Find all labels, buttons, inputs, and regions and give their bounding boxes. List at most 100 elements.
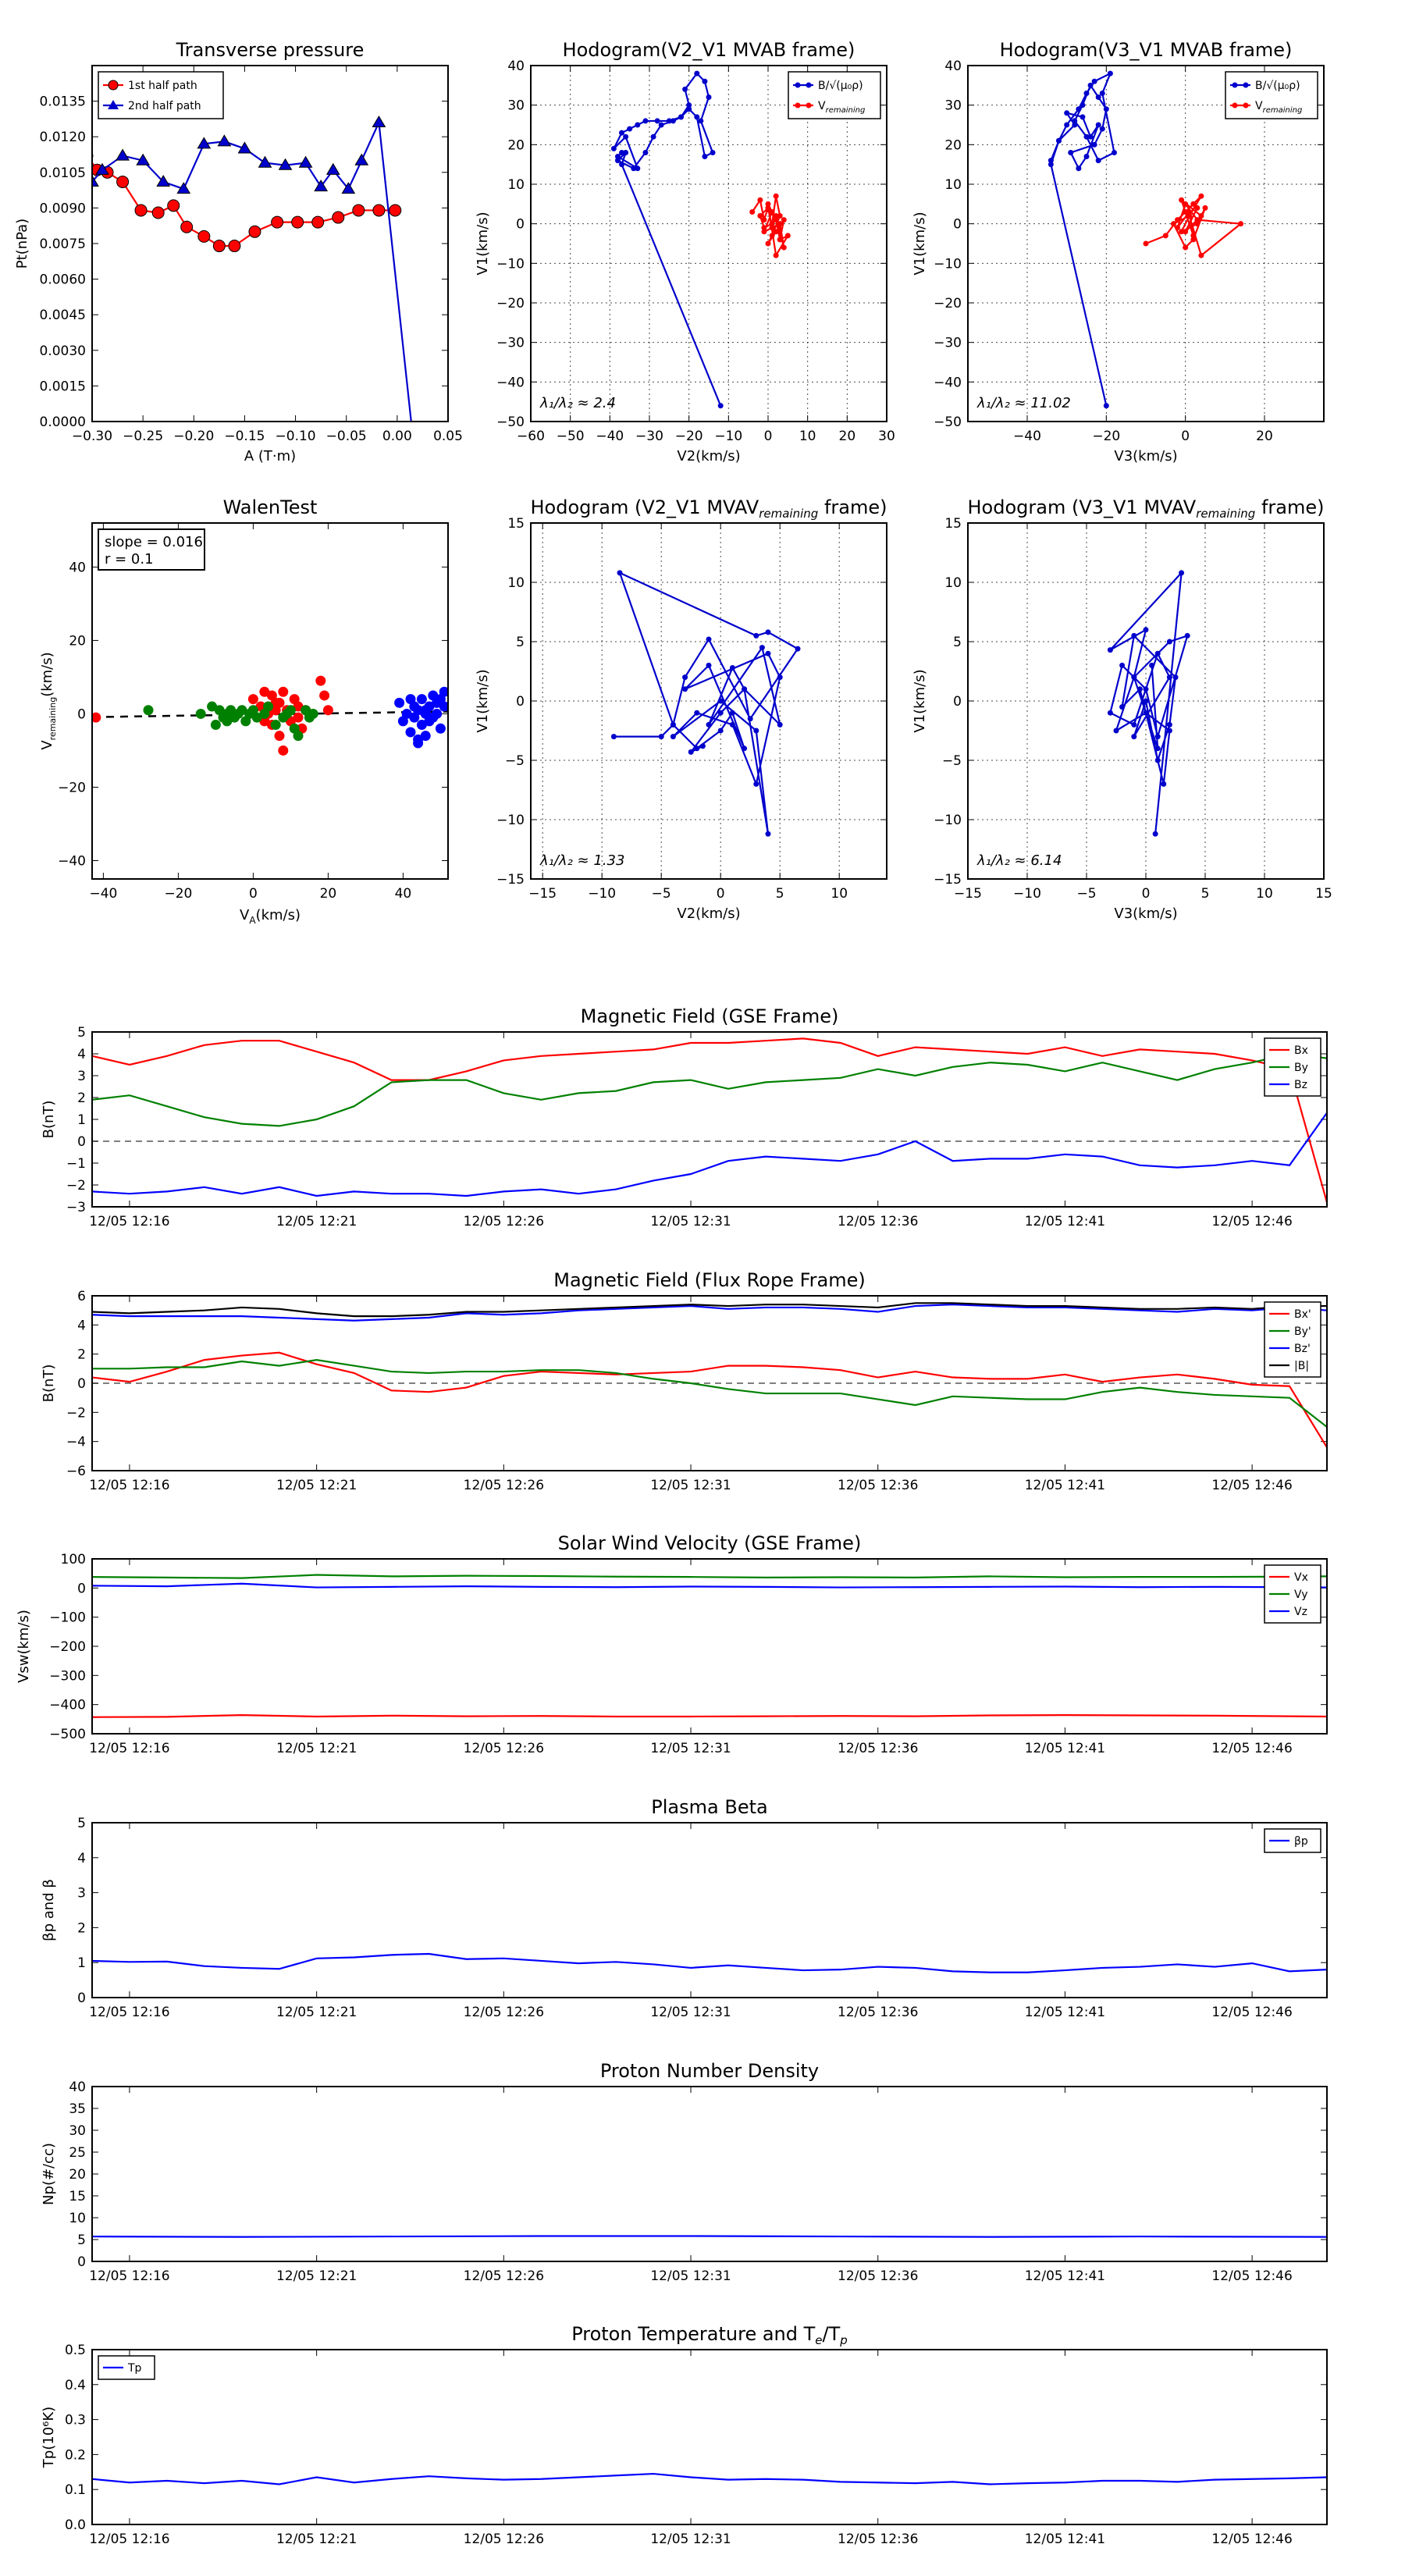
data-point <box>315 675 326 686</box>
chart-title: Solar Wind Velocity (GSE Frame) <box>558 1532 862 1554</box>
x-tick-label: 12/05 12:21 <box>276 1478 357 1493</box>
x-tick-label: −15 <box>954 886 982 902</box>
data-point <box>413 734 424 745</box>
x-axis-label: V2(km/s) <box>677 448 740 464</box>
data-point <box>761 225 767 231</box>
data-point <box>1183 229 1189 235</box>
y-tick-label: 2 <box>77 1347 86 1363</box>
series-vz <box>92 1582 1327 1589</box>
y-tick-label: −40 <box>496 375 525 390</box>
series-by- <box>92 1359 1327 1428</box>
y-axis-label: Tp(10⁶K) <box>41 2407 57 2468</box>
x-tick-label: −0.30 <box>72 429 112 444</box>
data-point <box>642 118 649 124</box>
data-point <box>635 122 641 128</box>
data-point <box>248 225 261 238</box>
data-point <box>197 229 211 243</box>
data-point <box>217 134 232 147</box>
data-point <box>1143 627 1149 633</box>
y-tick-label: 0 <box>77 1134 86 1150</box>
data-point <box>1080 114 1086 120</box>
data-point <box>706 662 712 668</box>
x-tick-label: 12/05 12:46 <box>1211 1478 1292 1493</box>
y-tick-label: 0.0120 <box>40 130 86 145</box>
data-point <box>777 213 783 219</box>
data-point <box>678 114 685 120</box>
plot-frame <box>530 65 887 422</box>
data-point <box>1131 734 1137 740</box>
x-tick-label: 12/05 12:26 <box>464 1214 544 1229</box>
data-point <box>686 106 692 112</box>
legend-label: Vz <box>1294 1606 1307 1618</box>
x-tick-label: −50 <box>557 429 585 444</box>
x-tick-label: 12/05 12:41 <box>1025 2005 1105 2020</box>
chart-title: Magnetic Field (GSE Frame) <box>581 1005 839 1027</box>
data-point <box>619 130 625 136</box>
legend-box <box>788 71 881 119</box>
y-tick-label: −200 <box>49 1639 86 1655</box>
x-tick-label: 12/05 12:21 <box>276 2532 357 2547</box>
x-tick-label: 12/05 12:16 <box>89 2005 169 2020</box>
y-tick-label: 0.2 <box>65 2447 86 2463</box>
legend-label: B/√(μ₀ρ) <box>1255 80 1300 92</box>
data-point <box>694 745 700 752</box>
data-point <box>278 686 289 697</box>
legend-label: βp <box>1294 1835 1308 1848</box>
y-axis-label: Np(#/cc) <box>41 2143 57 2205</box>
y-tick-label: 0.0075 <box>40 237 86 252</box>
data-point <box>251 712 262 723</box>
x-tick-label: 12/05 12:46 <box>1211 1741 1292 1756</box>
data-point <box>1154 745 1161 752</box>
data-point <box>769 221 775 227</box>
y-tick-label: −10 <box>934 813 962 828</box>
x-tick-label: 12/05 12:21 <box>276 1741 357 1756</box>
data-point <box>278 158 293 170</box>
data-point <box>1103 403 1109 409</box>
data-point <box>784 233 791 239</box>
plot-frame <box>91 2086 1328 2262</box>
data-point <box>1186 208 1193 215</box>
data-point <box>753 632 759 639</box>
data-point <box>627 126 633 132</box>
data-point <box>1119 704 1126 710</box>
x-tick-label: 12/05 12:41 <box>1025 1478 1105 1493</box>
data-point <box>1154 734 1161 740</box>
legend-label: Vremaining <box>818 100 865 115</box>
legend-label: By' <box>1294 1325 1311 1338</box>
y-tick-label: 0.0135 <box>40 94 86 110</box>
y-tick-label: 10 <box>944 177 962 193</box>
data-point <box>372 204 386 217</box>
data-point <box>1111 149 1117 155</box>
data-point <box>136 153 151 165</box>
y-axis-label: βp and β <box>41 1879 57 1941</box>
data-point <box>1143 686 1149 692</box>
legend-label: Vx <box>1294 1571 1308 1584</box>
data-point <box>773 252 779 258</box>
data-point <box>207 701 218 712</box>
y-tick-label: 10 <box>507 177 525 193</box>
chart-title: Proton Number Density <box>600 2060 819 2082</box>
data-point <box>432 708 443 719</box>
series-line <box>92 161 396 247</box>
y-tick-label: 4 <box>77 1851 86 1866</box>
x-tick-label: 12/05 12:21 <box>276 2005 357 2020</box>
series-0 <box>1107 570 1190 837</box>
x-tick-label: 0.00 <box>382 429 412 444</box>
plot-frame <box>967 522 1325 880</box>
series-line <box>92 1574 1327 1579</box>
x-tick-label: 30 <box>878 429 895 444</box>
y-tick-label: −4 <box>66 1435 86 1450</box>
data-point <box>706 94 712 101</box>
data-point <box>682 86 688 92</box>
y-tick-label: 20 <box>507 137 525 153</box>
x-tick-label: −15 <box>528 886 557 902</box>
data-point <box>354 153 369 165</box>
data-point <box>1072 122 1078 128</box>
plot-frame <box>967 65 1325 422</box>
y-tick-label: 25 <box>69 2145 86 2161</box>
x-tick-label: −10 <box>1013 886 1041 902</box>
data-point <box>699 743 706 749</box>
series-line <box>92 1037 1327 1203</box>
y-tick-label: 4 <box>77 1318 86 1333</box>
y-axis-label: B(nT) <box>41 1364 57 1403</box>
